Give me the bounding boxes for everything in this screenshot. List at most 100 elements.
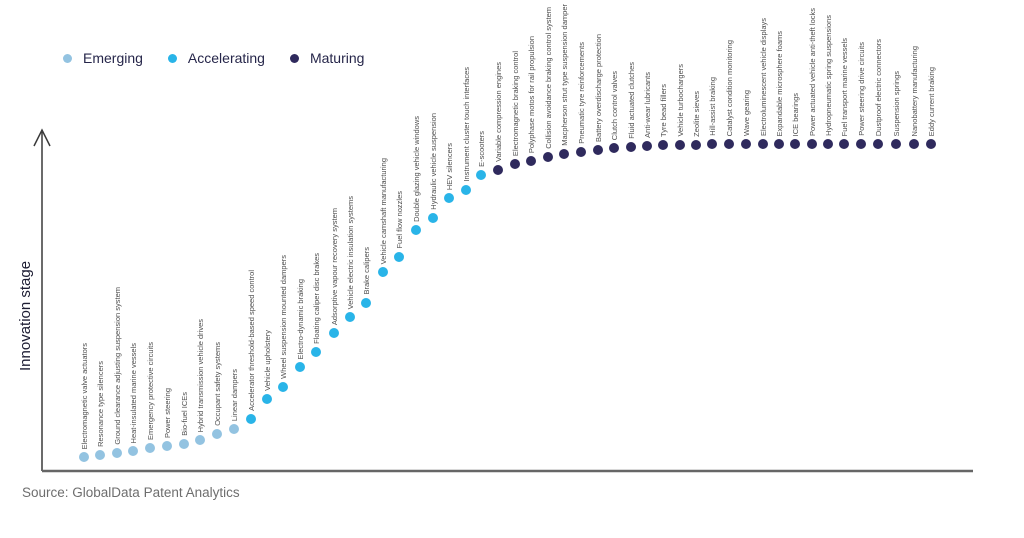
legend-item-accelerating: Accelerating [167,50,265,66]
data-point-label: Vehicle electric insulation systems [345,195,355,309]
data-point-label: Accelerator threshold-based speed contro… [246,270,256,411]
data-point-label: Tyre bead fillers [658,84,668,137]
data-point-label: Wheel suspension mounted dampers [278,255,288,379]
data-point-label: Fluid actuated clutches [626,62,636,139]
data-point [526,156,536,166]
data-point [461,185,471,195]
data-point-label: Polyphase motos for rail propulsion [526,35,536,153]
data-point-label: Electro-dynamic braking [295,278,305,359]
data-point-label: Clutch control valves [609,70,619,140]
data-point [758,139,768,149]
source-note: Source: GlobalData Patent Analytics [22,485,240,500]
data-point [741,139,751,149]
data-point [642,141,652,151]
data-point-label: Fuel flow nozzles [394,191,404,249]
data-point-label: Fuel transport marine vessels [839,37,849,136]
data-point [675,140,685,150]
data-point-label: Electroluminescent vehicle displays [758,18,768,136]
data-point [510,159,520,169]
data-point [559,149,569,159]
y-axis-title: Innovation stage [17,260,34,371]
data-point [428,213,438,223]
data-point-label: Hydraulic vehicle suspension [428,113,438,210]
data-point [195,435,205,445]
data-point-label: Floating caliper disc brakes [311,253,321,344]
data-point [411,225,421,235]
data-point [145,443,155,453]
data-point [246,414,256,424]
data-point-label: Macpherson strut type suspension damper [559,4,569,146]
data-point [345,312,355,322]
data-point [926,139,936,149]
data-point-label: Vehicle turbochargers [675,64,685,137]
data-point-label: Electromagnetic valve actuators [79,342,89,449]
data-point [95,450,105,460]
data-point [311,347,321,357]
legend-label-accelerating: Accelerating [187,50,265,66]
data-point [609,143,619,153]
data-point-label: Power actuated vehicle anti-theft locks [807,8,817,136]
data-point-label: ICE bearings [790,92,800,136]
data-point [295,362,305,372]
data-point-label: Heat-insulated marine vessels [128,342,138,443]
data-point-label: Adsorptive vapour recovery system [329,207,339,325]
data-point-label: Zeolite sieves [691,91,701,137]
data-point-label: Dustproof electric connectors [873,38,883,136]
accelerating-dot-icon [167,53,177,63]
data-point [691,140,701,150]
data-point-label: Catalyst condition monitoring [724,39,734,136]
legend-label-emerging: Emerging [83,50,143,66]
data-point [394,252,404,262]
data-point [823,139,833,149]
legend-item-emerging: Emerging [63,50,143,66]
data-point-label: Power steering [162,387,172,438]
data-point [543,152,553,162]
data-point [658,140,668,150]
data-point [839,139,849,149]
data-point-label: Brake calipers [361,247,371,295]
data-point [856,139,866,149]
data-point-label: E-scooters [476,131,486,167]
data-point-label: HEV silencers [444,142,454,190]
data-point-label: Wave gearing [741,90,751,136]
data-point [476,170,486,180]
legend-label-maturing: Maturing [309,50,365,66]
legend-item-maturing: Maturing [289,50,365,66]
data-point-label: Electromagnetic braking control [510,50,520,156]
data-point [361,298,371,308]
data-point [162,441,172,451]
data-point-label: Expandable microsphere foams [774,30,784,136]
data-point-label: Occupant safety systems [212,342,222,426]
data-point [493,165,503,175]
maturing-dot-icon [289,53,299,63]
data-point-label: Eddy current braking [926,66,936,136]
data-point-label: Vehicle upholstery [262,330,272,391]
data-point-label: Bio-fuel ICEs [179,392,189,436]
data-point-label: Anti-wear lubricants [642,72,652,138]
data-point [278,382,288,392]
data-point [212,429,222,439]
data-point-label: Variable compression engines [493,62,503,162]
data-point-label: Instrument cluster touch interfaces [461,67,471,182]
data-point [790,139,800,149]
data-point [378,267,388,277]
data-point [909,139,919,149]
data-point-label: Vehicle camshaft manufacturing [378,157,388,264]
emerging-dot-icon [63,53,72,63]
data-point-label: Emergency protective circuits [145,342,155,440]
data-point [329,328,339,338]
data-point-label: Pneumatic tyre reinforcements [576,42,586,144]
data-point [807,139,817,149]
data-point [112,448,122,458]
data-point-label: Resonance type silencers [95,361,105,447]
data-point-label: Nanobattery manufacturing [909,45,919,136]
data-point [128,446,138,456]
data-point [626,142,636,152]
data-point-label: Collision avoidance braking control syst… [543,7,553,149]
y-axis-arrow-icon [33,128,51,147]
data-point [576,147,586,157]
data-point [229,424,239,434]
data-point [593,145,603,155]
